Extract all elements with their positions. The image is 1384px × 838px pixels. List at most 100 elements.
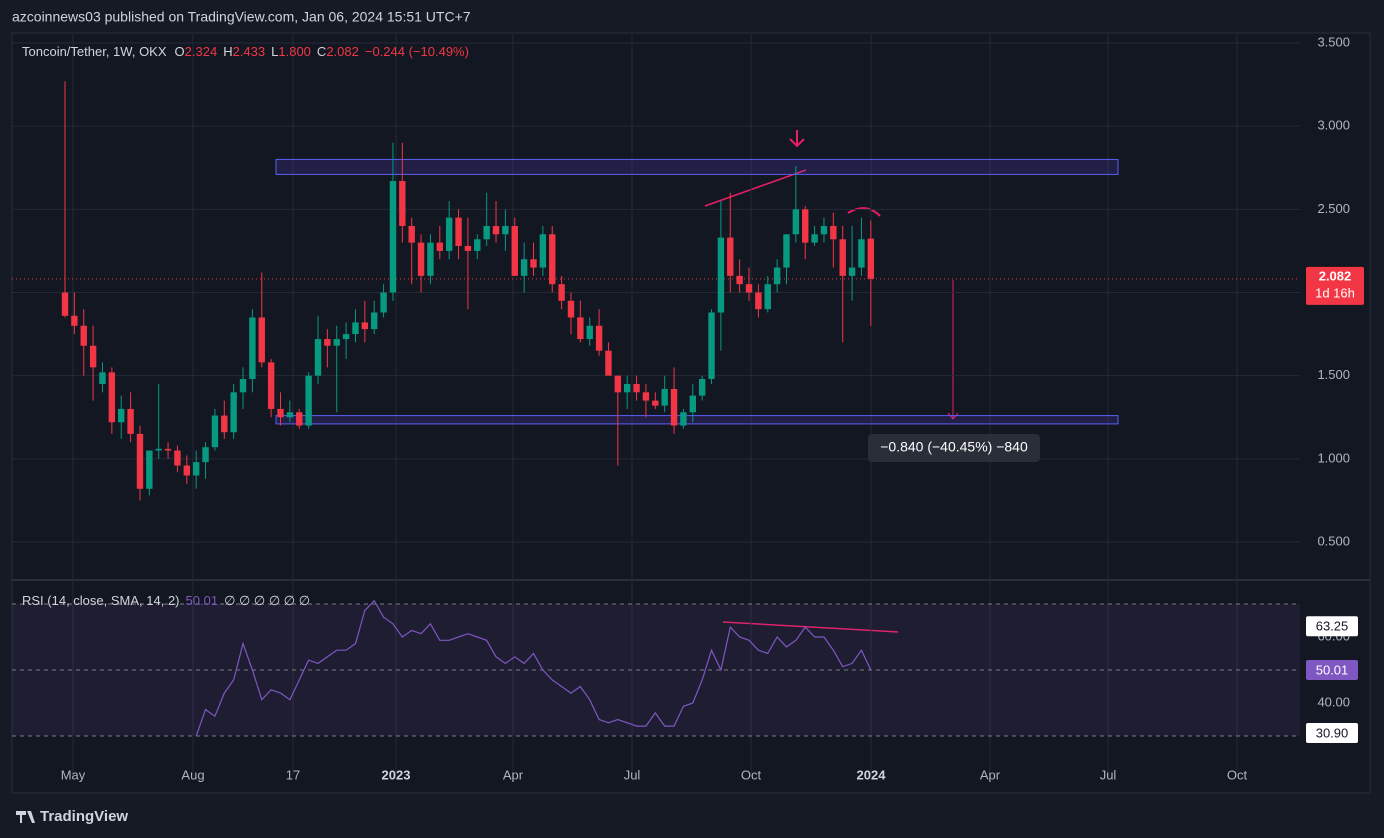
candle-body bbox=[567, 300, 575, 318]
candle-body bbox=[455, 217, 462, 246]
rsi-line bbox=[195, 599, 872, 737]
candle-body bbox=[577, 317, 584, 340]
candle-body bbox=[239, 378, 247, 393]
candle-body bbox=[755, 292, 762, 310]
candle-body bbox=[399, 181, 406, 226]
footer-brand: TradingView bbox=[40, 808, 128, 825]
x-tick-label: Jul bbox=[624, 767, 641, 782]
y-tick-label: 0.500 bbox=[1317, 533, 1350, 548]
legend-field-value: 2.082 bbox=[326, 44, 359, 59]
candle-body bbox=[389, 181, 397, 293]
candle-body bbox=[211, 415, 219, 448]
y-tick-label: 1.500 bbox=[1317, 367, 1350, 382]
price-badge-countdown: 1d 16h bbox=[1315, 285, 1355, 300]
candle-body bbox=[183, 465, 191, 476]
candle-body bbox=[436, 242, 443, 251]
candle-body bbox=[802, 209, 809, 243]
candle-body bbox=[614, 375, 622, 393]
candle-body bbox=[727, 237, 734, 276]
candle-body bbox=[146, 450, 153, 489]
candle-body bbox=[839, 239, 846, 276]
candle-body bbox=[258, 317, 265, 363]
zone bbox=[275, 415, 1119, 425]
legend-field-value: 2.324 bbox=[185, 44, 218, 59]
candle-body bbox=[773, 267, 781, 285]
legend-field-label: L bbox=[271, 44, 278, 59]
candle-body bbox=[174, 450, 181, 466]
candle-body bbox=[371, 312, 378, 330]
candle-body bbox=[155, 448, 162, 451]
candle-body bbox=[642, 392, 650, 401]
y-tick-label: 3.000 bbox=[1317, 118, 1350, 133]
candle-body bbox=[108, 372, 116, 423]
x-tick-label: 2024 bbox=[857, 767, 887, 782]
legend-change: −0.244 (−10.49%) bbox=[365, 44, 469, 59]
legend-symbol: Toncoin/Tether, 1W, OKX bbox=[22, 44, 167, 59]
rsi-badge-label: 50.01 bbox=[1316, 662, 1349, 677]
y-tick-label: 2.500 bbox=[1317, 201, 1350, 216]
measure-label: −0.840 (−40.45%) −840 bbox=[880, 439, 1028, 455]
rsi-legend: RSI (14, close, SMA, 14, 2) 50.01 ∅ ∅ ∅ ∅ … bbox=[22, 593, 310, 608]
candle-body bbox=[633, 383, 640, 393]
candle-body bbox=[89, 345, 97, 368]
rsi-tick-label: 40.00 bbox=[1317, 694, 1350, 709]
candle-body bbox=[708, 312, 715, 379]
x-tick-label: 17 bbox=[286, 767, 300, 782]
rsi-trend-line bbox=[722, 621, 899, 633]
measure-box bbox=[868, 434, 1040, 462]
candle-body bbox=[71, 315, 78, 326]
measure-arrow bbox=[947, 280, 959, 420]
price-badge bbox=[1306, 266, 1364, 305]
candle-body bbox=[539, 234, 547, 268]
candle-body bbox=[445, 217, 453, 251]
candle-body bbox=[61, 292, 69, 316]
candle-body bbox=[164, 448, 172, 451]
candle-body bbox=[492, 225, 500, 235]
candle-body bbox=[474, 239, 481, 251]
rsi-value: 50.01 bbox=[186, 593, 219, 608]
candle-body bbox=[342, 334, 350, 340]
price-badge-value: 2.082 bbox=[1319, 268, 1352, 283]
x-tick-label: Jul bbox=[1100, 767, 1117, 782]
candle-body bbox=[502, 225, 509, 235]
tv-logo bbox=[16, 811, 35, 823]
candle-body bbox=[624, 383, 631, 393]
candle-body bbox=[136, 433, 144, 489]
x-tick-label: May bbox=[61, 767, 86, 782]
candle-body bbox=[427, 242, 434, 276]
candle-body bbox=[267, 362, 275, 409]
candle-body bbox=[867, 238, 875, 279]
candle-body bbox=[549, 234, 556, 285]
rsi-title: RSI (14, close, SMA, 14, 2) bbox=[22, 593, 180, 608]
candle-body bbox=[296, 412, 303, 426]
y-tick-label: 1.000 bbox=[1317, 450, 1350, 465]
candle-body bbox=[324, 339, 331, 346]
candle-body bbox=[361, 322, 369, 330]
legend-field-value: 1.800 bbox=[278, 44, 311, 59]
candle-body bbox=[605, 350, 612, 376]
candle-body bbox=[80, 325, 87, 346]
legend-field-label: H bbox=[223, 44, 232, 59]
candle-body bbox=[858, 239, 865, 268]
rsi-badge bbox=[1306, 659, 1358, 680]
candle-body bbox=[661, 388, 668, 406]
candle-body bbox=[127, 408, 134, 434]
candle-body bbox=[277, 408, 284, 418]
candle-body bbox=[698, 378, 706, 396]
candle-body bbox=[230, 392, 237, 433]
zone bbox=[275, 158, 1119, 175]
candle-body bbox=[811, 234, 818, 243]
candle-body bbox=[652, 400, 659, 406]
candle-body bbox=[830, 225, 837, 240]
candle-body bbox=[249, 317, 256, 379]
candle-body bbox=[483, 225, 490, 240]
candle-body bbox=[511, 225, 518, 276]
rsi-badge bbox=[1306, 723, 1358, 744]
candle-body bbox=[783, 234, 790, 268]
candle-body bbox=[764, 284, 771, 310]
candle-body bbox=[192, 462, 200, 476]
rsi-badge-label: 63.25 bbox=[1316, 619, 1349, 634]
arc-annotation bbox=[847, 207, 881, 217]
candle-body bbox=[118, 408, 125, 423]
x-tick-label: 2023 bbox=[382, 767, 411, 782]
